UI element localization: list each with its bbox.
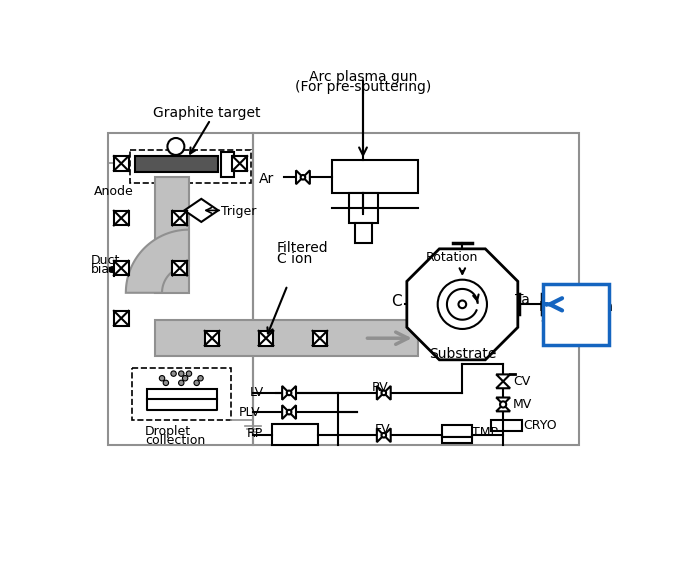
Text: sputtering: sputtering (540, 311, 612, 325)
Text: MV: MV (513, 398, 532, 411)
Polygon shape (221, 152, 234, 177)
Polygon shape (496, 404, 510, 411)
Text: Duct: Duct (90, 254, 120, 267)
Circle shape (438, 280, 487, 329)
Text: LV: LV (249, 386, 264, 400)
Polygon shape (496, 398, 510, 404)
Text: C ion: C ion (277, 252, 312, 266)
Polygon shape (205, 331, 219, 346)
Polygon shape (377, 386, 384, 400)
Circle shape (163, 380, 169, 386)
Text: FV: FV (375, 423, 390, 435)
Polygon shape (496, 382, 510, 389)
Circle shape (182, 376, 188, 381)
Polygon shape (407, 249, 518, 360)
Text: Arc plasma gun: Arc plasma gun (309, 70, 417, 84)
Text: C: C (392, 294, 402, 309)
Text: (For pre-sputtering): (For pre-sputtering) (295, 80, 431, 94)
Polygon shape (442, 425, 473, 437)
Polygon shape (126, 230, 189, 293)
Polygon shape (155, 320, 419, 356)
Text: CV: CV (513, 375, 530, 388)
Polygon shape (377, 428, 384, 442)
Polygon shape (312, 331, 327, 346)
Text: Magnetron: Magnetron (539, 300, 614, 314)
Text: Filtered: Filtered (277, 241, 328, 255)
Text: collection: collection (145, 434, 206, 447)
Polygon shape (442, 437, 473, 443)
Circle shape (186, 371, 192, 376)
Circle shape (287, 410, 291, 415)
Text: Substrate: Substrate (429, 347, 496, 361)
Circle shape (382, 433, 386, 438)
Text: A: A (171, 141, 180, 152)
Text: TMP: TMP (473, 426, 498, 439)
Polygon shape (296, 170, 303, 184)
Polygon shape (173, 211, 187, 225)
Text: PLV: PLV (239, 406, 260, 419)
Circle shape (160, 376, 164, 381)
Polygon shape (114, 311, 129, 325)
Polygon shape (356, 223, 372, 243)
Circle shape (194, 380, 199, 386)
Text: bias: bias (90, 263, 116, 276)
Text: RP: RP (247, 427, 263, 440)
Polygon shape (173, 261, 187, 276)
Polygon shape (282, 386, 289, 400)
Polygon shape (303, 170, 310, 184)
Text: Ar: Ar (258, 172, 274, 186)
Circle shape (198, 376, 203, 381)
Polygon shape (232, 156, 247, 171)
Text: CRYO: CRYO (523, 419, 557, 432)
Polygon shape (114, 211, 129, 225)
Polygon shape (184, 199, 219, 222)
Circle shape (179, 371, 184, 376)
Circle shape (382, 391, 386, 395)
Text: Anode: Anode (93, 185, 134, 197)
Polygon shape (155, 177, 189, 293)
Text: Droplet: Droplet (145, 425, 191, 438)
Circle shape (171, 371, 176, 376)
Polygon shape (384, 428, 390, 442)
Polygon shape (491, 420, 521, 431)
Circle shape (167, 138, 184, 155)
Text: Triger: Triger (221, 206, 256, 218)
Polygon shape (272, 424, 319, 445)
Text: Rotation: Rotation (425, 251, 477, 264)
Polygon shape (543, 284, 610, 345)
Polygon shape (289, 405, 296, 419)
Polygon shape (496, 375, 510, 382)
Polygon shape (114, 261, 129, 276)
Polygon shape (282, 405, 289, 419)
Polygon shape (147, 389, 216, 399)
Circle shape (458, 301, 466, 308)
Polygon shape (384, 386, 390, 400)
Polygon shape (135, 156, 219, 172)
Polygon shape (349, 193, 378, 223)
Circle shape (287, 391, 291, 395)
Circle shape (179, 380, 184, 386)
Text: Ta: Ta (514, 294, 530, 307)
Polygon shape (289, 386, 296, 400)
Polygon shape (114, 156, 129, 171)
Circle shape (500, 401, 506, 408)
Circle shape (301, 175, 306, 179)
Polygon shape (259, 331, 273, 346)
Text: Graphite target: Graphite target (153, 105, 260, 120)
Text: RV: RV (372, 381, 389, 394)
